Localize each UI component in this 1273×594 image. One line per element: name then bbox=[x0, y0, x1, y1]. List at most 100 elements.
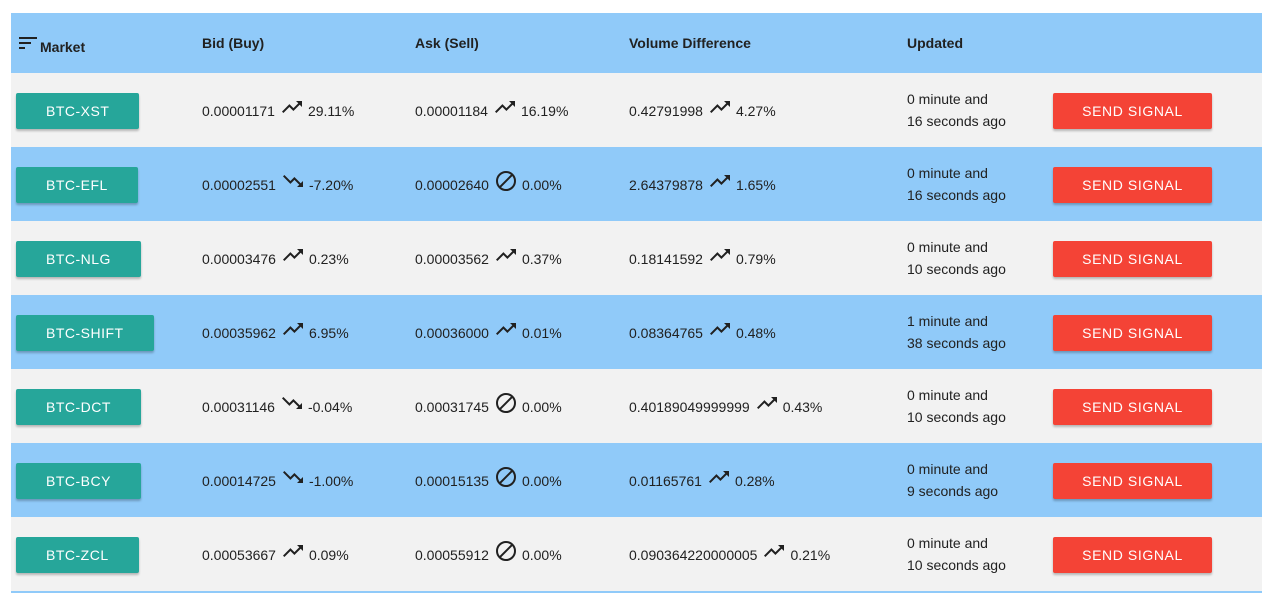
volume-change: 0.21% bbox=[790, 547, 831, 563]
volume-cell: 2.64379878 1.65% bbox=[629, 173, 776, 197]
volume-cell: 0.40189049999999 0.43% bbox=[629, 395, 822, 419]
ask-change: 16.19% bbox=[520, 103, 569, 119]
send-signal-button[interactable]: SEND SIGNAL bbox=[1053, 315, 1212, 351]
table-row: BTC-EFL 0.00002551 -7.20% 0.00002640 0.0… bbox=[11, 147, 1262, 221]
ask-value: 0.00001184 bbox=[415, 103, 488, 119]
table-row: BTC-NLG 0.00003476 0.23% 0.00003562 0.37… bbox=[11, 221, 1262, 295]
ask-value: 0.00003562 bbox=[415, 251, 489, 267]
market-button[interactable]: BTC-NLG bbox=[16, 241, 141, 277]
updated-cell: 0 minute and 16 seconds ago bbox=[907, 88, 1006, 132]
ask-cell: 0.00036000 0.01% bbox=[415, 321, 562, 345]
updated-line-2: 10 seconds ago bbox=[907, 261, 1006, 277]
market-cell: BTC-SHIFT bbox=[16, 315, 154, 351]
ask-change: 0.00% bbox=[521, 399, 562, 415]
updated-cell: 1 minute and 38 seconds ago bbox=[907, 310, 1006, 354]
volume-value: 2.64379878 bbox=[629, 177, 703, 193]
send-signal-button[interactable]: SEND SIGNAL bbox=[1053, 93, 1212, 129]
trending-up-icon bbox=[708, 169, 732, 193]
bid-cell: 0.00002551 -7.20% bbox=[202, 173, 353, 197]
send-signal-button[interactable]: SEND SIGNAL bbox=[1053, 167, 1212, 203]
volume-change: 0.43% bbox=[782, 399, 823, 415]
volume-change: 0.48% bbox=[735, 325, 776, 341]
updated-line-2: 9 seconds ago bbox=[907, 483, 999, 499]
updated-cell: 0 minute and 10 seconds ago bbox=[907, 384, 1006, 428]
ask-cell: 0.00002640 0.00% bbox=[415, 171, 562, 197]
bid-value: 0.00003476 bbox=[202, 251, 276, 267]
ask-cell: 0.00031745 0.00% bbox=[415, 393, 562, 419]
bid-value: 0.00001171 bbox=[202, 103, 275, 119]
action-cell: SEND SIGNAL bbox=[1053, 537, 1212, 573]
market-cell: BTC-EFL bbox=[16, 167, 138, 203]
ask-cell: 0.00003562 0.37% bbox=[415, 247, 562, 271]
market-button[interactable]: BTC-DCT bbox=[16, 389, 141, 425]
trending-up-icon bbox=[494, 243, 518, 267]
trending-up-icon bbox=[707, 465, 731, 489]
updated-line-2: 38 seconds ago bbox=[907, 335, 1006, 351]
column-header-market-label: Market bbox=[40, 39, 86, 55]
column-header-market[interactable]: Market bbox=[18, 17, 85, 77]
trending-up-icon bbox=[755, 391, 779, 415]
action-cell: SEND SIGNAL bbox=[1053, 389, 1212, 425]
send-signal-button[interactable]: SEND SIGNAL bbox=[1053, 537, 1212, 573]
action-cell: SEND SIGNAL bbox=[1053, 241, 1212, 277]
ask-change: 0.00% bbox=[521, 547, 562, 563]
bid-value: 0.00014725 bbox=[202, 473, 276, 489]
volume-change: 4.27% bbox=[735, 103, 776, 119]
volume-value: 0.40189049999999 bbox=[629, 399, 750, 415]
column-header-volume: Volume Difference bbox=[629, 35, 751, 51]
send-signal-button[interactable]: SEND SIGNAL bbox=[1053, 463, 1212, 499]
action-cell: SEND SIGNAL bbox=[1053, 463, 1212, 499]
volume-change: 0.28% bbox=[734, 473, 775, 489]
bid-cell: 0.00001171 29.11% bbox=[202, 99, 354, 123]
column-header-updated: Updated bbox=[907, 35, 963, 51]
ask-change: 0.01% bbox=[521, 325, 562, 341]
market-button[interactable]: BTC-BCY bbox=[16, 463, 141, 499]
updated-line-2: 10 seconds ago bbox=[907, 409, 1006, 425]
column-header-ask: Ask (Sell) bbox=[415, 35, 479, 51]
updated-line-1: 0 minute and bbox=[907, 91, 988, 107]
market-button[interactable]: BTC-ZCL bbox=[16, 537, 139, 573]
volume-cell: 0.42791998 4.27% bbox=[629, 99, 776, 123]
updated-line-1: 1 minute and bbox=[907, 313, 988, 329]
updated-cell: 0 minute and 9 seconds ago bbox=[907, 458, 998, 502]
send-signal-button[interactable]: SEND SIGNAL bbox=[1053, 389, 1212, 425]
bid-change: 0.09% bbox=[308, 547, 349, 563]
action-cell: SEND SIGNAL bbox=[1053, 93, 1212, 129]
updated-cell: 0 minute and 10 seconds ago bbox=[907, 236, 1006, 280]
updated-line-1: 0 minute and bbox=[907, 239, 988, 255]
volume-value: 0.08364765 bbox=[629, 325, 703, 341]
table-row: BTC-SHIFT 0.00035962 6.95% 0.00036000 0.… bbox=[11, 295, 1262, 369]
volume-cell: 0.090364220000005 0.21% bbox=[629, 543, 830, 567]
bid-value: 0.00002551 bbox=[202, 177, 276, 193]
bid-change: 0.23% bbox=[308, 251, 349, 267]
ask-value: 0.00002640 bbox=[415, 177, 489, 193]
table-row: BTC-XST 0.00001171 29.11% 0.00001184 16.… bbox=[11, 73, 1262, 147]
trending-up-icon bbox=[708, 243, 732, 267]
trending-up-icon bbox=[708, 317, 732, 341]
ask-value: 0.00055912 bbox=[415, 547, 489, 563]
updated-line-1: 0 minute and bbox=[907, 535, 988, 551]
trending-up-icon bbox=[762, 539, 786, 563]
bid-change: -1.00% bbox=[308, 473, 354, 489]
send-signal-button[interactable]: SEND SIGNAL bbox=[1053, 241, 1212, 277]
table-header: Market Bid (Buy) Ask (Sell) Volume Diffe… bbox=[11, 13, 1262, 73]
updated-cell: 0 minute and 10 seconds ago bbox=[907, 532, 1006, 576]
trending-down-icon bbox=[281, 169, 305, 193]
market-table: Market Bid (Buy) Ask (Sell) Volume Diffe… bbox=[11, 13, 1262, 593]
no-change-icon bbox=[494, 539, 518, 563]
volume-value: 0.01165761 bbox=[629, 473, 702, 489]
sort-icon[interactable] bbox=[18, 35, 38, 51]
table-row: BTC-ZCL 0.00053667 0.09% 0.00055912 0.00… bbox=[11, 517, 1262, 593]
updated-line-1: 0 minute and bbox=[907, 165, 988, 181]
market-button[interactable]: BTC-XST bbox=[16, 93, 140, 129]
bid-cell: 0.00014725 -1.00% bbox=[202, 469, 353, 493]
market-cell: BTC-BCY bbox=[16, 463, 141, 499]
no-change-icon bbox=[494, 169, 518, 193]
market-button[interactable]: BTC-EFL bbox=[16, 167, 138, 203]
table-row: BTC-DCT 0.00031146 -0.04% 0.00031745 0.0… bbox=[11, 369, 1262, 443]
ask-value: 0.00036000 bbox=[415, 325, 489, 341]
market-button[interactable]: BTC-SHIFT bbox=[16, 315, 154, 351]
trending-up-icon bbox=[281, 243, 305, 267]
volume-value: 0.18141592 bbox=[629, 251, 703, 267]
market-cell: BTC-NLG bbox=[16, 241, 141, 277]
